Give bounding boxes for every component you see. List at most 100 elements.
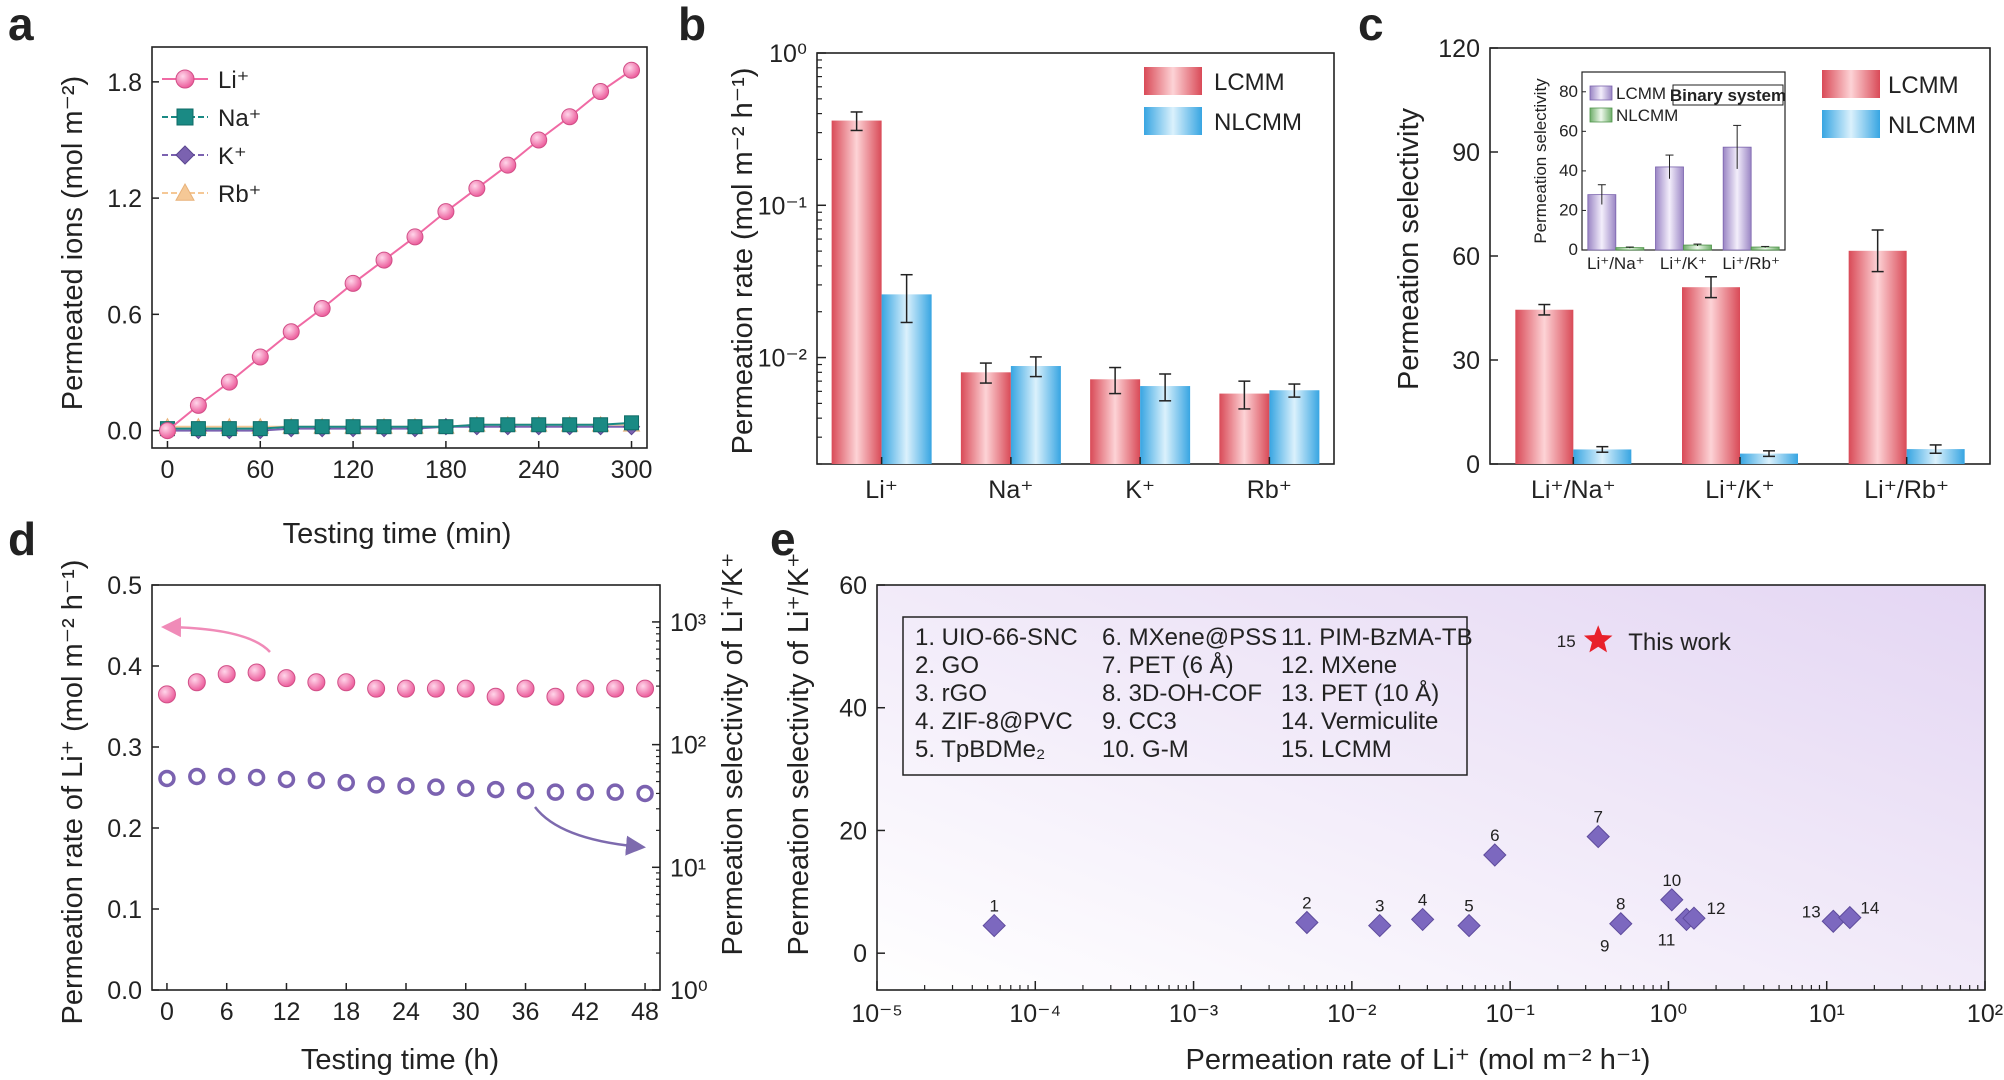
panel-e-xtick-label: 10⁻¹ bbox=[1485, 1000, 1534, 1028]
panel-e-ytick-label: 20 bbox=[839, 817, 867, 845]
panel-a-xlabel: Testing time (min) bbox=[283, 518, 512, 550]
panel-c: 0 30 60 90 120 Li⁺/Na⁺ Li⁺/K⁺ Li⁺/Rb⁺ LCMM NLCMM 0… bbox=[1438, 35, 1991, 504]
panel-c-ytick-label: 120 bbox=[1438, 35, 1480, 63]
panel-d-xtick-label: 48 bbox=[631, 998, 659, 1026]
panel-c-ylabel: Permeation selectivity bbox=[1393, 107, 1425, 390]
panel-b-bar-lcmm bbox=[960, 372, 1011, 464]
panel-e-point-2 bbox=[1295, 910, 1319, 935]
panel-e-point-7 bbox=[1586, 824, 1610, 849]
panel-e-ytick-label: 60 bbox=[839, 572, 867, 600]
panel-a-point-0 bbox=[592, 83, 610, 101]
panel-e-legend-item: 5. TpBDMe₂ bbox=[915, 736, 1045, 763]
panel-d-selectivity-point bbox=[307, 771, 326, 790]
panel-letter-c: c bbox=[1358, 0, 1384, 50]
panel-a-point-0 bbox=[158, 422, 176, 440]
panel-a-legend-marker bbox=[176, 108, 194, 126]
panel-d-li-rate-point bbox=[606, 679, 625, 698]
panel-e-point-label: 2 bbox=[1302, 894, 1311, 913]
panel-a-legend-label: K⁺ bbox=[218, 143, 247, 170]
panel-c-ytick-label: 0 bbox=[1466, 451, 1480, 479]
panel-a-ylabel: Permeated ions (mol m⁻²) bbox=[57, 76, 89, 410]
panel-d-selectivity-point bbox=[277, 770, 296, 789]
panel-d-li-rate-point bbox=[307, 673, 326, 692]
panel-e-point-label: 6 bbox=[1490, 826, 1499, 845]
panel-a-point-1 bbox=[190, 421, 206, 437]
panel-e-frame bbox=[876, 584, 1986, 991]
panel-a-ytick-label: 1.2 bbox=[107, 185, 142, 213]
panel-a-xtick-label: 0 bbox=[161, 456, 175, 484]
panel-c-inset-title-box bbox=[1672, 84, 1784, 106]
panel-e-point-label: 8 bbox=[1616, 895, 1625, 914]
panel-d-ytick-right-label: 10² bbox=[670, 732, 706, 760]
panel-e-point-4 bbox=[1410, 907, 1435, 932]
panel-b-ytick-label: 10⁰ bbox=[769, 40, 807, 68]
panel-d-selectivity-point bbox=[576, 783, 595, 801]
panel-a-point-1 bbox=[252, 421, 268, 437]
panel-a-point-0 bbox=[344, 274, 362, 292]
panel-c-ytick-label: 90 bbox=[1452, 139, 1480, 167]
panel-d-selectivity-point bbox=[367, 776, 385, 794]
panel-e-legend-item: 3. rGO bbox=[915, 680, 987, 707]
panel-d-ytick-label: 0.5 bbox=[107, 572, 142, 600]
panel-c-ytick-label: 60 bbox=[1452, 243, 1480, 271]
panel-d-li-rate-point bbox=[456, 679, 475, 698]
panel-e-legend-item: 2. GO bbox=[915, 652, 979, 679]
panel-b-legend-label: NLCMM bbox=[1214, 109, 1302, 136]
panel-a-point-1 bbox=[438, 419, 454, 435]
panel-a-point-0 bbox=[561, 108, 579, 126]
panel-e-point-12 bbox=[1682, 906, 1706, 930]
panel-d-ytick-label: 0.1 bbox=[107, 896, 142, 924]
panel-b-xtick-label: Na⁺ bbox=[988, 476, 1033, 504]
panel-d-ylabel-right: Permeation selectivity of Li⁺/K⁺ bbox=[717, 553, 749, 956]
panel-e-legend-item: 7. PET (6 Å) bbox=[1102, 651, 1234, 679]
panel-e-legend-item: 6. MXene@PSS bbox=[1102, 624, 1277, 651]
panel-e-point-label: 15 bbox=[1557, 632, 1576, 651]
panel-e-xtick-label: 10⁰ bbox=[1650, 1000, 1688, 1028]
panel-a-point-1 bbox=[593, 417, 609, 433]
panel-a-point-1 bbox=[624, 415, 640, 431]
panel-d-selectivity-point bbox=[606, 783, 624, 801]
panel-e-ytick-label: 40 bbox=[839, 695, 867, 723]
panel-b-frame bbox=[816, 52, 1335, 465]
panel-c-inset-ytick-label: 40 bbox=[1559, 161, 1578, 180]
panel-e-point-label: 11 bbox=[1658, 930, 1676, 949]
panel-b-ytick-label: 10⁻² bbox=[758, 345, 807, 373]
panel-d-selectivity-point bbox=[486, 780, 505, 799]
panel-a-point-0 bbox=[282, 323, 300, 341]
panel-d-xtick-label: 18 bbox=[332, 998, 360, 1026]
panel-a-point-0 bbox=[468, 179, 486, 197]
panel-e-point-6 bbox=[1483, 843, 1507, 867]
panel-e-point-8 bbox=[1609, 912, 1633, 936]
panel-e-legend-item: 1. UIO-66-SNC bbox=[915, 624, 1078, 651]
panel-c-bar-nlcmm bbox=[1740, 453, 1798, 464]
panel-b: 10⁻² 10⁻¹ 10⁰ Li⁺ Na⁺ K⁺ Rb⁺ LCMM NLCMM bbox=[758, 40, 1335, 504]
panel-d-ytick-label: 0.3 bbox=[107, 734, 142, 762]
panel-d-selectivity-point bbox=[337, 773, 355, 792]
panel-e-point-3 bbox=[1368, 913, 1392, 938]
panel-a-xtick-label: 120 bbox=[332, 456, 374, 484]
panel-e-point-label: 4 bbox=[1418, 890, 1427, 909]
panel-d-li-rate-point bbox=[187, 673, 206, 692]
panel-c-bar-lcmm bbox=[1515, 309, 1574, 464]
panel-c-inset-legend-label: NLCMM bbox=[1616, 106, 1678, 125]
panel-e-this-work-label: This work bbox=[1628, 629, 1732, 656]
panel-a-point-1 bbox=[314, 419, 330, 435]
panel-d-xlabel: Testing time (h) bbox=[301, 1044, 499, 1076]
panel-a-point-1 bbox=[531, 417, 547, 433]
panel-e-xtick-label: 10² bbox=[1967, 1000, 2003, 1028]
panel-letter-b: b bbox=[678, 0, 706, 50]
panel-c-legend-label: NLCMM bbox=[1888, 112, 1976, 139]
panel-e-point-label: 5 bbox=[1464, 897, 1473, 916]
panel-e-ytick-label: 0 bbox=[853, 940, 867, 968]
panel-a-point-1 bbox=[562, 417, 578, 433]
panel-e-xtick-label: 10¹ bbox=[1809, 1000, 1845, 1028]
panel-letter-d: d bbox=[8, 513, 36, 565]
panel-c-legend-swatch bbox=[1822, 110, 1880, 138]
panel-d-selectivity-point bbox=[217, 767, 236, 786]
panel-d-ytick-label: 0.0 bbox=[107, 977, 142, 1005]
panel-letter-e: e bbox=[770, 513, 796, 565]
panel-a-legend-marker bbox=[175, 69, 195, 89]
panel-c-inset-bar bbox=[1655, 166, 1684, 251]
panel-a-series-line bbox=[166, 69, 633, 432]
panel-a-point-0 bbox=[499, 156, 517, 174]
